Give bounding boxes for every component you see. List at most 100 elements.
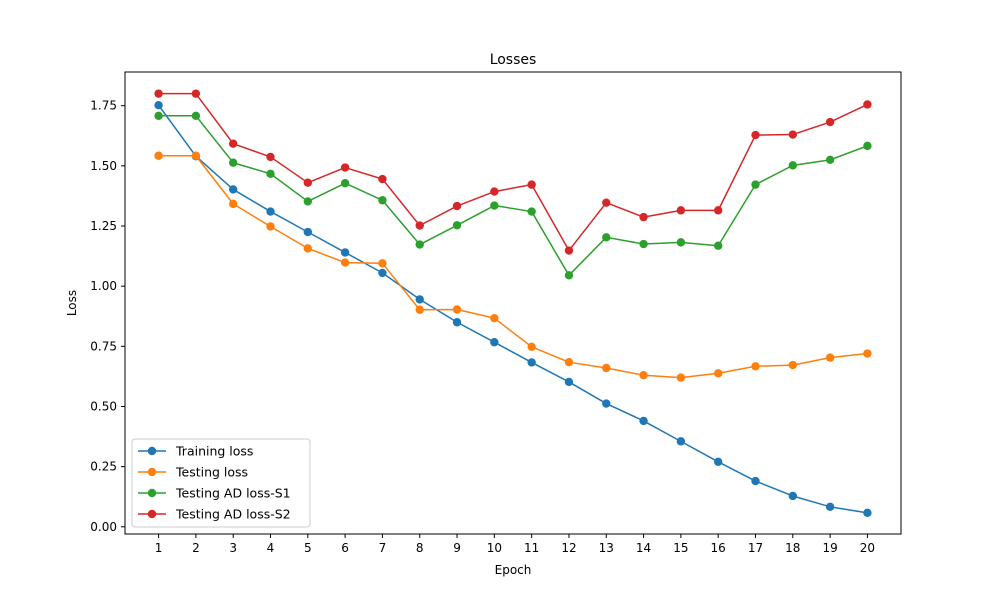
data-point [602, 198, 611, 207]
data-point [751, 180, 760, 189]
data-point [490, 187, 499, 196]
x-tick-label: 20 [860, 541, 875, 555]
x-tick-label: 9 [453, 541, 461, 555]
x-tick-label: 18 [785, 541, 800, 555]
data-point [788, 491, 798, 501]
data-point [154, 151, 163, 160]
data-point [527, 180, 536, 189]
data-point [676, 373, 686, 382]
data-point [228, 199, 238, 209]
data-point [863, 349, 872, 358]
data-point [825, 502, 835, 512]
data-point [676, 206, 686, 215]
data-point [415, 295, 424, 304]
data-point [303, 227, 313, 237]
data-point [564, 377, 574, 387]
legend-swatch-marker [147, 488, 157, 498]
data-point [191, 151, 201, 160]
data-point [378, 196, 387, 205]
y-tick-label: 0.75 [90, 339, 117, 353]
x-tick-label: 4 [267, 541, 275, 555]
data-point [751, 476, 760, 486]
data-point [303, 178, 313, 187]
x-tick-label: 11 [524, 541, 539, 555]
data-point [825, 117, 835, 127]
data-point [452, 318, 462, 327]
legend-item: Testing loss [138, 465, 248, 480]
data-point [452, 221, 462, 230]
legend-box [131, 438, 311, 528]
x-tick-label: 15 [673, 541, 688, 555]
ticks-layer: 1 2 3 4 5 6 7 8 9 10 11 12 13 14 15 16 17 18 19 200.000.250… [90, 99, 875, 555]
y-tick-label: 1.50 [90, 159, 117, 173]
x-tick-label: 14 [636, 541, 651, 555]
y-tick-label: 1.75 [90, 99, 117, 113]
data-point [639, 370, 648, 380]
data-point [415, 221, 424, 230]
data-point [602, 399, 611, 408]
legend-item: Testing AD loss-S2 [138, 507, 291, 522]
data-point [303, 244, 313, 253]
series-line [158, 154, 868, 379]
data-point [639, 212, 648, 222]
data-point [303, 197, 313, 206]
x-tick-label: 13 [599, 541, 614, 555]
data-point [378, 259, 387, 268]
data-point [378, 174, 387, 184]
series-line [158, 115, 868, 277]
y-tick-label: 1.00 [90, 279, 117, 293]
y-tick-label: 0.25 [90, 460, 117, 474]
chart-title: Losses [490, 52, 537, 68]
data-point [527, 342, 536, 351]
data-point [751, 362, 760, 371]
x-tick-label: 16 [711, 541, 726, 555]
data-point [452, 305, 462, 314]
data-point [564, 246, 574, 255]
series-line [158, 92, 868, 252]
data-point [676, 437, 686, 446]
data-point [266, 152, 275, 162]
data-point [863, 508, 872, 518]
legend-label: Testing AD loss-S1 [175, 486, 291, 501]
data-point [564, 271, 574, 280]
data-point [527, 207, 536, 216]
data-point [490, 338, 499, 347]
data-point [639, 416, 648, 426]
series-4 [154, 89, 872, 255]
x-tick-label: 5 [304, 541, 312, 555]
data-point [788, 130, 798, 139]
data-point [825, 353, 835, 362]
series-1 [154, 101, 872, 518]
x-tick-label: 7 [379, 541, 387, 555]
x-tick-label: 10 [487, 541, 502, 555]
data-point [676, 238, 686, 247]
data-point [266, 207, 275, 216]
data-point [713, 457, 723, 467]
legend-label: Training loss [175, 444, 253, 459]
data-point [154, 101, 163, 110]
data-point [564, 357, 574, 367]
data-point [340, 178, 350, 188]
data-point [266, 222, 275, 231]
series-2 [154, 151, 872, 382]
data-point [228, 185, 238, 194]
data-point [191, 89, 201, 98]
data-point [191, 111, 201, 120]
data-point [228, 158, 238, 167]
data-point [415, 305, 424, 314]
x-tick-label: 3 [229, 541, 237, 555]
y-tick-label: 0.50 [90, 399, 117, 413]
x-tick-label: 2 [192, 541, 200, 555]
data-point [788, 360, 798, 370]
data-point [490, 201, 499, 210]
data-point [825, 155, 835, 165]
data-point [452, 201, 462, 211]
data-point [639, 239, 648, 249]
x-tick-label: 6 [341, 541, 349, 555]
data-point [154, 111, 163, 120]
legend: Training loss Testing loss Testing AD loss… [131, 438, 311, 528]
x-tick-label: 19 [822, 541, 837, 555]
data-point [415, 240, 424, 249]
data-point [713, 206, 723, 215]
